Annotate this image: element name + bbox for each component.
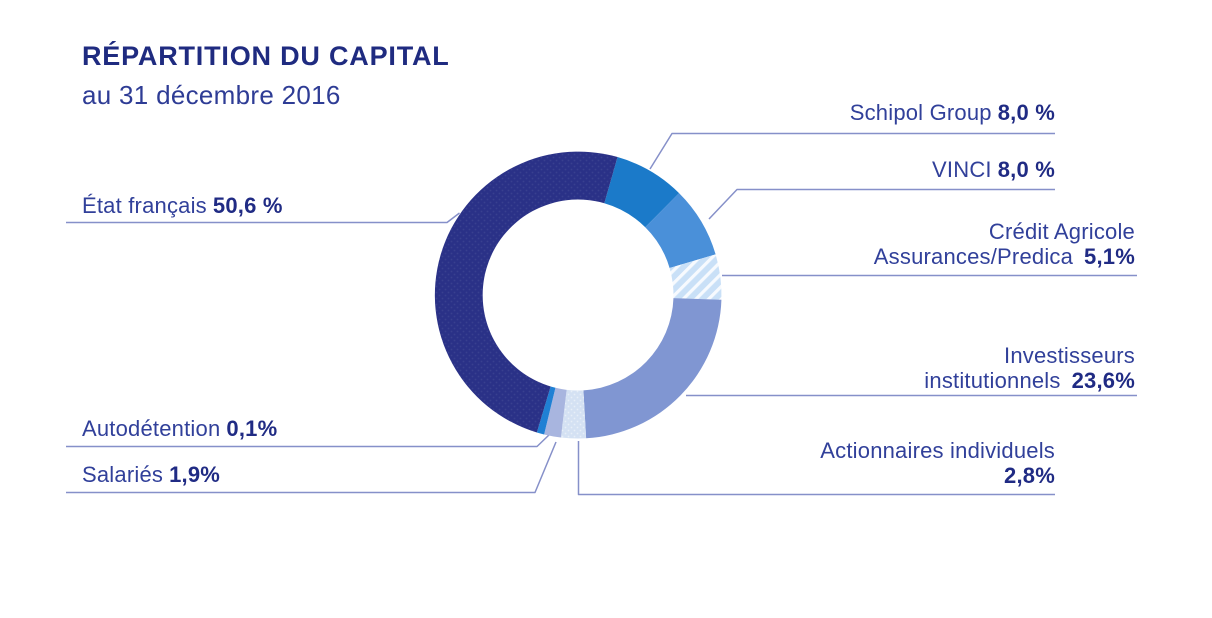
donut-segment-actionnaires-individuels bbox=[560, 389, 587, 439]
donut-segment-credit-agricole-assurances-predica bbox=[669, 254, 722, 300]
label-investisseurs-name: Investisseurs institutionnels bbox=[924, 343, 1135, 393]
label-vinci: VINCI 8,0 % bbox=[932, 157, 1055, 182]
leader-line-schipol-group bbox=[649, 132, 1055, 170]
page-title: RÉPARTITION DU CAPITAL bbox=[82, 41, 450, 71]
donut-segment-autodetention bbox=[536, 386, 556, 435]
label-salaries-name: Salariés bbox=[82, 462, 164, 487]
label-salaries-value: 1,9% bbox=[169, 462, 221, 487]
label-schipol-group-name: Schipol Group bbox=[849, 100, 992, 125]
leader-line-salaries bbox=[66, 441, 557, 494]
leader-line-actionnaires bbox=[577, 441, 1055, 496]
label-credit-agricole-name: Crédit Agricole Assurances/Predica bbox=[873, 219, 1135, 269]
label-schipol-group: Schipol Group 8,0 % bbox=[850, 100, 1055, 125]
label-salaries: Salariés 1,9% bbox=[82, 462, 220, 487]
label-etat-francais-name: État français bbox=[82, 193, 207, 218]
donut-ring bbox=[434, 151, 722, 439]
label-actionnaires: Actionnaires individuels 2,8% bbox=[820, 438, 1055, 488]
label-vinci-value: 8,0 % bbox=[997, 157, 1055, 182]
label-investisseurs-value: 23,6% bbox=[1071, 368, 1135, 393]
page-subtitle: au 31 décembre 2016 bbox=[82, 80, 341, 110]
leader-line-autodetention bbox=[66, 433, 551, 448]
label-credit-agricole-value: 5,1% bbox=[1084, 244, 1135, 269]
donut-segment-investisseurs-institutionnels bbox=[583, 298, 722, 439]
donut-segment-etat-francais bbox=[434, 151, 618, 433]
label-actionnaires-value: 2,8% bbox=[1004, 463, 1055, 488]
label-etat-francais-value: 50,6 % bbox=[212, 193, 283, 218]
label-autodetention-value: 0,1% bbox=[226, 416, 278, 441]
label-actionnaires-name: Actionnaires individuels bbox=[820, 438, 1055, 463]
label-vinci-name: VINCI bbox=[932, 157, 992, 182]
label-autodetention-name: Autodétention bbox=[82, 416, 221, 441]
label-schipol-group-value: 8,0 % bbox=[997, 100, 1055, 125]
leader-line-etat-francais bbox=[66, 212, 460, 224]
donut-segment-salaries bbox=[544, 387, 567, 438]
leader-line-vinci bbox=[708, 188, 1055, 220]
label-autodetention: Autodétention 0,1% bbox=[82, 416, 277, 441]
donut-segment-vinci bbox=[645, 193, 716, 268]
donut-segment-schipol-group bbox=[604, 157, 680, 228]
label-etat-francais: État français 50,6 % bbox=[82, 193, 283, 218]
label-credit-agricole: Crédit Agricole Assurances/Predica 5,1% bbox=[874, 219, 1135, 269]
label-investisseurs: Investisseurs institutionnels 23,6% bbox=[924, 343, 1135, 393]
